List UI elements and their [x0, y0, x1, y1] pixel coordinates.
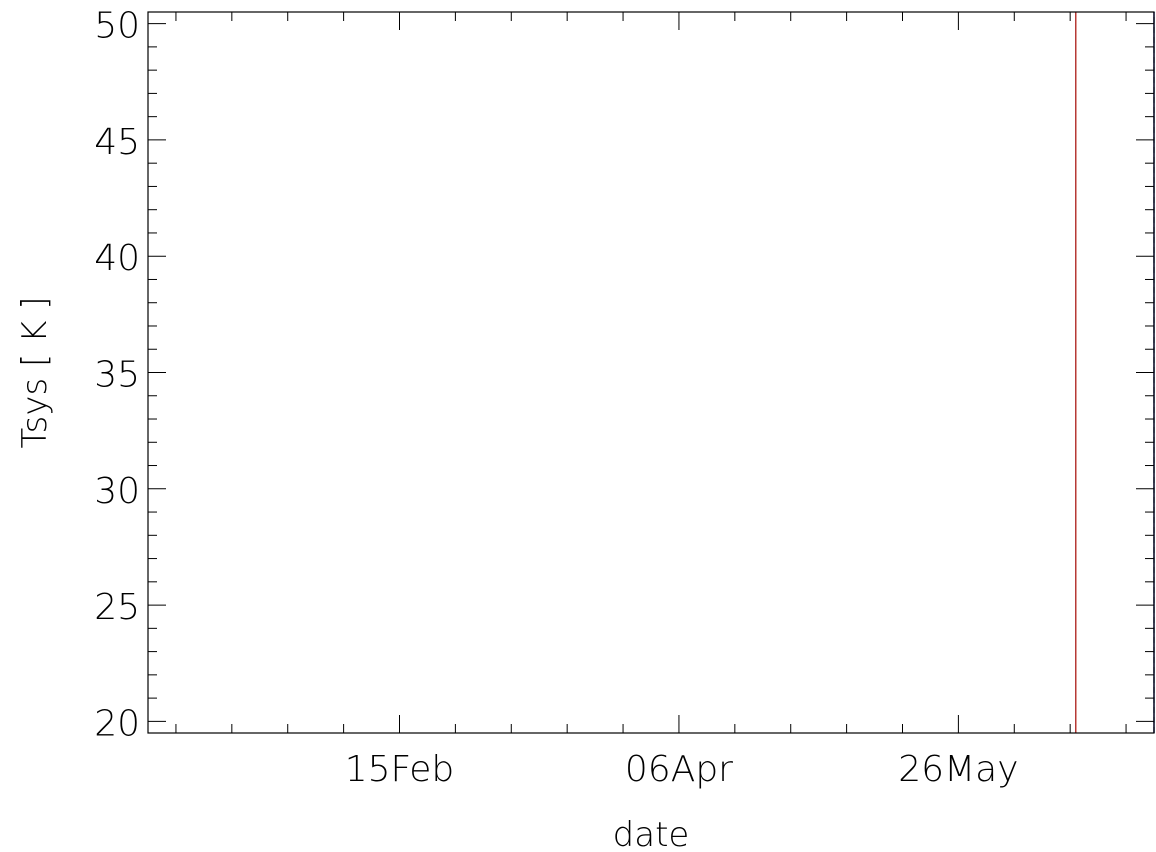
x-tick-label: 15Feb: [345, 749, 455, 790]
x-tick-label: 26May: [898, 749, 1018, 790]
tick-labels: 20 25 30 35 40 45 50 15Feb 06Apr 26May: [94, 6, 1018, 790]
y-tick-label: 25: [94, 587, 140, 628]
ticks-layer: [148, 12, 1154, 733]
y-axis-title: Tsys [ K ]: [15, 297, 55, 449]
y-tick-label: 40: [94, 238, 140, 279]
y-tick-label: 30: [94, 471, 140, 512]
x-tick-label: 06Apr: [625, 749, 733, 790]
y-tick-label: 35: [94, 355, 140, 396]
y-tick-label: 50: [94, 6, 140, 47]
x-axis-title: date: [613, 815, 690, 852]
plot-area-frame: [147, 11, 1155, 734]
y-tick-label: 20: [94, 703, 140, 744]
y-tick-label: 45: [94, 122, 140, 163]
